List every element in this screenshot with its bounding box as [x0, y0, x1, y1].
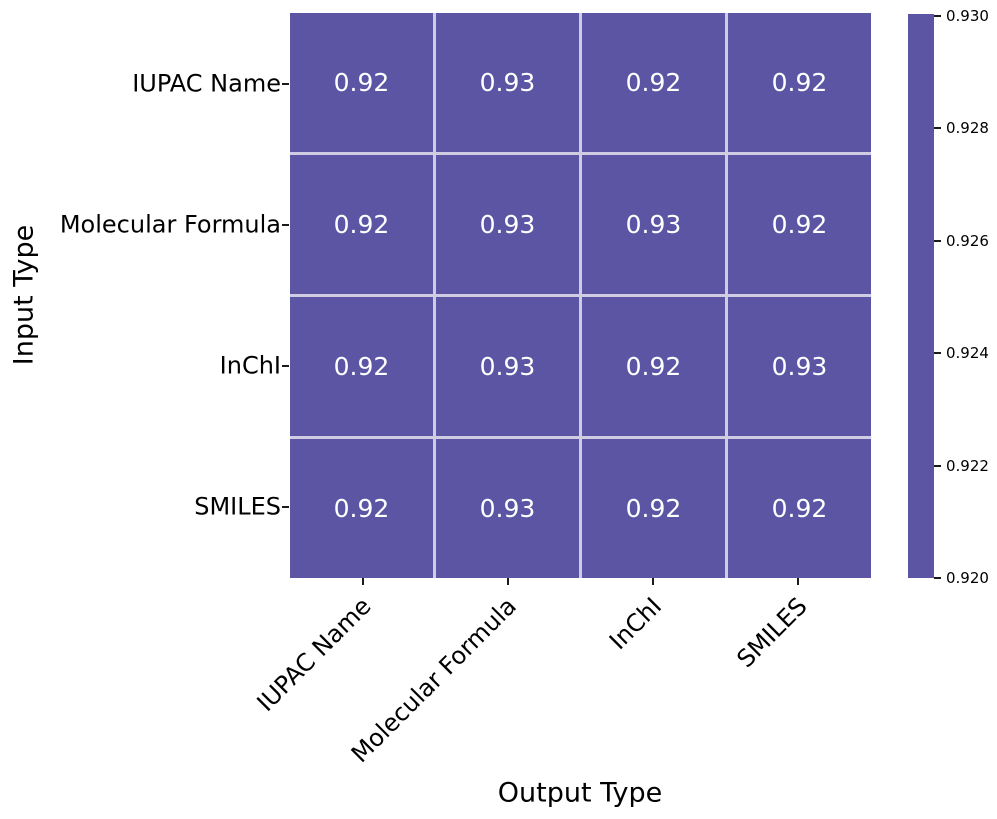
- y-tick-label-0: IUPAC Name: [132, 69, 281, 98]
- heatmap-cell-r1c1: 0.93: [436, 155, 579, 294]
- heatmap-cell-r0c0: 0.92: [290, 13, 433, 152]
- heatmap-cell-r3c1: 0.93: [436, 439, 579, 578]
- heatmap-cell-r1c0: 0.92: [290, 155, 433, 294]
- colorbar-tick-label-5: 0.920: [946, 569, 989, 587]
- y-tick-label-2: InChI: [219, 351, 281, 380]
- colorbar-tick-mark-2: [934, 239, 941, 242]
- x-tick-mark-1: [506, 578, 509, 585]
- heatmap-cell-r0c2: 0.92: [582, 13, 725, 152]
- x-axis-title: Output Type: [497, 777, 663, 809]
- x-tick-mark-2: [652, 578, 655, 585]
- y-tick-label-3: SMILES: [194, 492, 281, 521]
- x-tick-mark-3: [797, 578, 800, 585]
- colorbar-tick-mark-5: [934, 577, 941, 579]
- colorbar-tick-mark-4: [934, 464, 941, 467]
- y-tick-label-1: Molecular Formula: [59, 210, 281, 239]
- y-axis-title: Input Type: [8, 224, 40, 366]
- colorbar-tick-mark-3: [934, 352, 941, 355]
- heatmap-cell-r3c0: 0.92: [290, 439, 433, 578]
- heatmap-cell-r1c3: 0.92: [728, 155, 871, 294]
- heatmap-cell-r3c2: 0.92: [582, 439, 725, 578]
- y-tick-mark-1: [282, 223, 289, 226]
- heatmap-cell-r2c2: 0.92: [582, 297, 725, 436]
- y-tick-mark-0: [282, 82, 289, 85]
- heatmap-cell-r0c3: 0.92: [728, 13, 871, 152]
- heatmap-cell-r2c1: 0.93: [436, 297, 579, 436]
- colorbar-tick-label-1: 0.928: [946, 119, 989, 138]
- heatmap-cell-r1c2: 0.93: [582, 155, 725, 294]
- heatmap-cell-r3c3: 0.92: [728, 439, 871, 578]
- x-tick-label-3: SMILES: [392, 592, 812, 673]
- heatmap-cell-r2c0: 0.92: [290, 297, 433, 436]
- colorbar-tick-label-3: 0.924: [946, 344, 989, 363]
- y-tick-mark-2: [282, 365, 289, 368]
- colorbar-tick-label-0: 0.930: [946, 7, 989, 25]
- colorbar-tick-mark-1: [934, 127, 941, 130]
- y-tick-mark-3: [282, 506, 289, 509]
- heatmap-cell-r2c3: 0.93: [728, 297, 871, 436]
- colorbar-tick-label-4: 0.922: [946, 456, 989, 475]
- x-tick-label-text-3: SMILES: [731, 592, 813, 674]
- colorbar-tick-label-2: 0.926: [946, 231, 989, 250]
- heatmap-grid: 0.92 0.93 0.92 0.92 0.92 0.93 0.93 0.92 0.92 0.93…: [290, 13, 871, 578]
- x-tick-mark-0: [361, 578, 364, 585]
- heatmap-cell-r0c1: 0.93: [436, 13, 579, 152]
- colorbar-tick-mark-0: [934, 15, 941, 17]
- colorbar: [908, 14, 934, 578]
